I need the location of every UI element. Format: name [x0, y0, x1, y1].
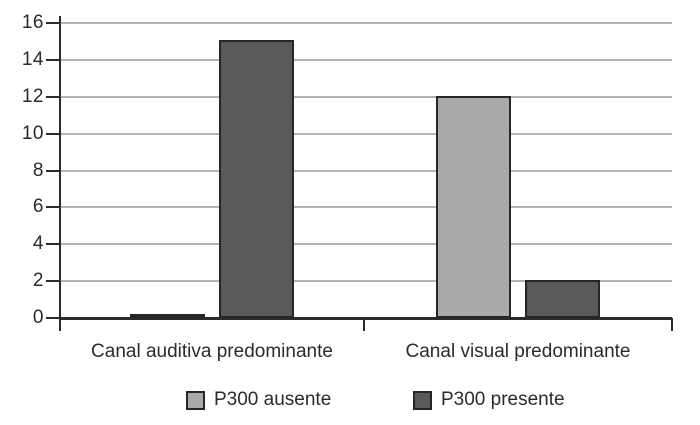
x-axis-tick — [671, 318, 673, 331]
bar-series-1-cat-2 — [436, 96, 511, 318]
x-axis-line — [60, 317, 672, 320]
gridline-y-14 — [60, 59, 672, 61]
y-tick — [46, 22, 60, 24]
x-axis-label: Canal auditiva predominante — [91, 341, 333, 362]
legend-label: P300 presente — [441, 389, 565, 410]
y-tick — [46, 280, 60, 282]
y-tick-label: 16 — [21, 12, 44, 33]
y-tick — [46, 243, 60, 245]
y-tick-label: 12 — [21, 86, 44, 107]
y-tick — [46, 96, 60, 98]
y-axis-line — [59, 16, 61, 331]
gridline-y-8 — [60, 170, 672, 172]
y-tick-label: 10 — [21, 123, 44, 144]
gridline-y-10 — [60, 133, 672, 135]
bar-series-2-cat-1 — [219, 40, 294, 318]
gridline-y-12 — [60, 96, 672, 98]
y-tick-label: 14 — [21, 49, 44, 70]
y-tick — [46, 59, 60, 61]
gridline-y-2 — [60, 280, 672, 282]
x-axis-tick — [363, 318, 365, 331]
y-tick-label: 4 — [32, 233, 44, 254]
gridline-y-16 — [60, 22, 672, 24]
gridline-y-6 — [60, 206, 672, 208]
y-tick-label: 6 — [32, 196, 44, 217]
legend-swatch-icon — [186, 390, 205, 410]
bar-series-2-cat-2 — [525, 280, 600, 318]
y-tick-label: 0 — [32, 307, 44, 328]
x-axis-label: Canal visual predominante — [405, 341, 631, 362]
y-tick — [46, 170, 60, 172]
legend-swatch-icon — [413, 390, 432, 410]
y-tick-label: 8 — [32, 160, 44, 181]
legend-item: P300 ausente — [186, 389, 331, 411]
legend-item: P300 presente — [413, 389, 565, 411]
y-tick — [46, 317, 60, 319]
legend-label: P300 ausente — [214, 389, 332, 410]
bar-series-1-cat-1 — [130, 314, 205, 318]
y-tick — [46, 206, 60, 208]
y-tick — [46, 133, 60, 135]
y-tick-label: 2 — [32, 270, 44, 291]
gridline-y-4 — [60, 243, 672, 245]
